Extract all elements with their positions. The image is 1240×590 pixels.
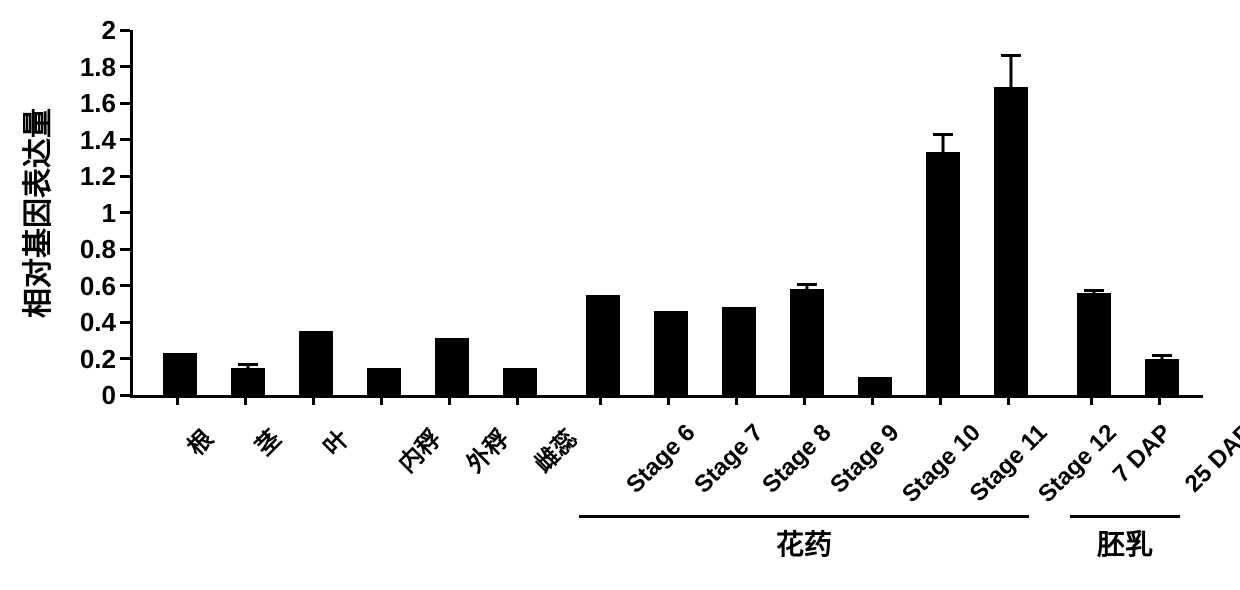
x-tick-label: 根 xyxy=(178,420,220,462)
y-tick-label: 0.4 xyxy=(80,307,116,338)
x-tick-mark xyxy=(448,395,451,405)
y-tick-mark xyxy=(120,284,130,287)
bar xyxy=(163,353,197,395)
bar xyxy=(503,368,537,395)
bar xyxy=(654,311,688,395)
bar xyxy=(926,152,960,395)
y-tick-label: 0.8 xyxy=(80,234,116,265)
error-bar xyxy=(790,285,824,290)
x-tick-label: Stage 7 xyxy=(689,419,769,499)
bar xyxy=(299,331,333,395)
group-underline xyxy=(579,515,1029,518)
y-axis-title: 相对基因表达量 xyxy=(13,108,57,318)
group-label: 胚乳 xyxy=(1097,523,1153,563)
bar xyxy=(790,289,824,395)
error-bar xyxy=(1077,291,1111,293)
bar xyxy=(722,307,756,395)
y-tick-label: 1.8 xyxy=(80,52,116,83)
y-tick-mark xyxy=(120,138,130,141)
bar xyxy=(1145,359,1179,396)
y-tick-mark xyxy=(120,357,130,360)
group-underline xyxy=(1070,515,1180,518)
bar xyxy=(1077,293,1111,395)
x-tick-mark xyxy=(1158,395,1161,405)
y-tick-mark xyxy=(120,211,130,214)
error-bar xyxy=(231,365,265,368)
x-tick-mark xyxy=(1090,395,1093,405)
bar xyxy=(586,295,620,395)
bar-chart: 相对基因表达量 0 0.2 0.4 0.6 0.8 1 1.2 1.4 1.6 1.8 2 根茎叶内稃… xyxy=(0,0,1240,590)
bar xyxy=(231,368,265,395)
y-tick-mark xyxy=(120,394,130,397)
error-bar xyxy=(926,134,960,152)
bar xyxy=(994,87,1028,395)
x-tick-label: Stage 6 xyxy=(621,419,701,499)
y-tick-label: 1.2 xyxy=(80,161,116,192)
x-tick-label: 雌蕊 xyxy=(525,420,584,479)
group-label: 花药 xyxy=(776,523,832,563)
x-tick-mark xyxy=(380,395,383,405)
y-tick-mark xyxy=(120,29,130,32)
x-tick-label: Stage 9 xyxy=(825,419,905,499)
y-tick-mark xyxy=(120,175,130,178)
x-tick-mark xyxy=(1007,395,1010,405)
y-tick-mark xyxy=(120,102,130,105)
x-tick-mark xyxy=(516,395,519,405)
x-tick-mark xyxy=(667,395,670,405)
bar xyxy=(367,368,401,395)
x-tick-mark xyxy=(312,395,315,405)
y-tick-label: 0 xyxy=(102,380,116,411)
x-tick-mark xyxy=(871,395,874,405)
x-tick-mark xyxy=(599,395,602,405)
x-tick-label: 内稃 xyxy=(389,420,448,479)
bar xyxy=(858,377,892,395)
y-tick-mark xyxy=(120,248,130,251)
x-tick-label: 茎 xyxy=(246,420,288,462)
x-tick-label: Stage 8 xyxy=(757,419,837,499)
bar xyxy=(435,338,469,395)
x-tick-mark xyxy=(244,395,247,405)
y-tick-mark xyxy=(120,321,130,324)
y-tick-mark xyxy=(120,65,130,68)
x-tick-label: 叶 xyxy=(314,420,356,462)
y-tick-label: 2 xyxy=(102,15,116,46)
plot-area xyxy=(130,30,1203,398)
x-tick-mark xyxy=(176,395,179,405)
y-tick-label: 1 xyxy=(102,198,116,229)
x-tick-label: 外稃 xyxy=(457,420,516,479)
y-tick-label: 1.4 xyxy=(80,125,116,156)
y-tick-label: 1.6 xyxy=(80,88,116,119)
x-tick-label: 7 DAP xyxy=(1108,419,1178,489)
x-tick-mark xyxy=(735,395,738,405)
error-bar xyxy=(994,56,1028,87)
error-bar xyxy=(1145,356,1179,359)
y-tick-label: 0.2 xyxy=(80,344,116,375)
x-tick-mark xyxy=(939,395,942,405)
y-tick-label: 0.6 xyxy=(80,271,116,302)
x-tick-label: 25 DAP xyxy=(1180,419,1240,498)
x-tick-mark xyxy=(803,395,806,405)
